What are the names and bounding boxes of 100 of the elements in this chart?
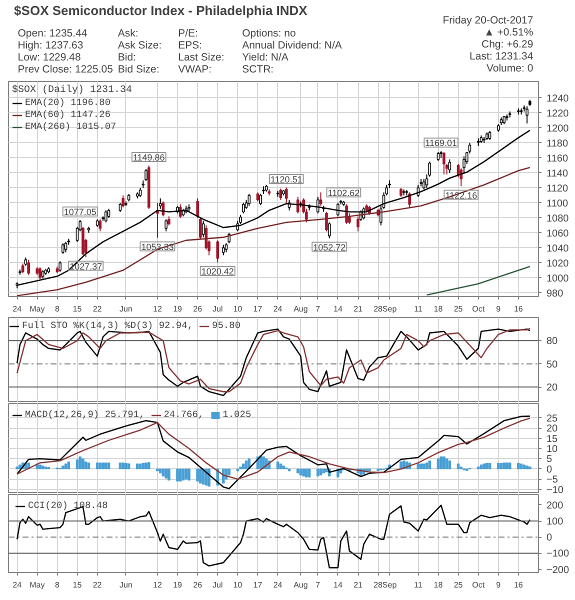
y-tick-label: 10: [546, 444, 558, 455]
annotation: 1102.62: [328, 188, 360, 198]
annotation: 1120.51: [270, 174, 302, 184]
annotation: 1020.42: [201, 266, 234, 276]
x-tick-label: 26: [193, 304, 203, 314]
legend-label: CCI(20) 108.48: [28, 500, 108, 511]
legend-label: EMA(260) 1015.07: [25, 121, 116, 132]
x-tick-label: 22: [92, 580, 102, 590]
x-tick-label: Sep: [382, 580, 398, 590]
x-tick-label: 8: [54, 580, 60, 590]
y-tick-label: 50: [546, 359, 558, 370]
text: Chg: +6.29: [481, 38, 534, 50]
x-tick-label: 15: [72, 580, 82, 590]
text: Ask:: [118, 28, 138, 40]
annotation: 1077.05: [64, 207, 96, 218]
y-tick-label: −5: [546, 474, 558, 486]
text: Low: 1229.48: [18, 52, 81, 64]
text: High: 1237.63: [18, 40, 84, 52]
x-tick-label: 12: [153, 580, 162, 590]
x-tick-label: 17: [253, 580, 263, 590]
x-tick-label: 25: [454, 304, 464, 314]
y-tick-label: 1000: [546, 273, 570, 284]
text: EPS:: [178, 40, 202, 52]
x-tick-label: 26: [193, 580, 203, 590]
x-tick-label: 22: [92, 304, 102, 314]
x-tick-label: 11: [414, 580, 423, 590]
y-tick-label: 20: [546, 424, 558, 435]
x-tick-label: 19: [173, 304, 183, 314]
x-tick-label: 16: [514, 304, 524, 314]
x-tick-label: 28: [374, 580, 384, 590]
x-tick-label: 10: [233, 304, 243, 314]
y-tick-label: 0: [546, 532, 552, 544]
x-tick-label: 18: [434, 304, 444, 314]
y-tick-label: 1220: [546, 108, 570, 120]
x-tick-label: Jun: [120, 304, 132, 314]
x-tick-label: Jun: [120, 580, 132, 590]
y-tick-label: 1100: [546, 198, 568, 210]
x-tick-label: 10: [233, 580, 243, 590]
x-tick-label: Oct: [472, 304, 486, 314]
x-tick-label: 24: [12, 580, 22, 590]
x-tick-label: 24: [273, 304, 283, 314]
text: Yield: N/A: [242, 52, 288, 64]
x-tick-label: 21: [354, 580, 364, 590]
annotation: 1052.72: [313, 242, 346, 252]
chart-title: $SOX (Daily) 1231.34: [12, 85, 132, 96]
y-tick-label: 1140: [546, 168, 568, 180]
x-tick-label: Oct: [472, 580, 486, 590]
y-tick-label: 25: [546, 413, 558, 424]
x-tick-label: 25: [454, 580, 464, 590]
text: ▲ +0.51%: [484, 26, 534, 38]
y-tick-label: 5: [546, 454, 552, 466]
y-tick-label: 80: [546, 336, 558, 348]
x-tick-label: Aug: [294, 580, 308, 590]
legend-label: 24.766,: [164, 409, 204, 420]
x-tick-label: 24: [273, 580, 283, 590]
x-tick-label: Sep: [382, 304, 398, 314]
y-tick-label: 1160: [546, 153, 568, 164]
x-tick-label: 24: [12, 304, 22, 314]
annotation: 1169.01: [425, 138, 458, 148]
x-tick-label: 9: [496, 304, 502, 314]
y-tick-label: 100: [546, 516, 564, 528]
legend-label: EMA(20) 1196.80: [25, 97, 111, 108]
x-tick-label: 11: [414, 304, 423, 314]
x-tick-label: 14: [334, 304, 343, 314]
y-tick-label: 1180: [546, 138, 568, 150]
x-tick-label: May: [30, 304, 45, 314]
legend-label: Full STO %K(14,3) %D(3) 92.94,: [22, 320, 194, 331]
legend-label: 95.80: [212, 320, 241, 331]
x-tick-label: 28: [374, 304, 384, 314]
text: $SOX Semiconductor Index - Philadelphia INDX: [14, 3, 308, 18]
y-tick-label: 1120: [546, 183, 568, 194]
x-tick-label: 8: [54, 304, 60, 314]
x-tick-label: 15: [72, 304, 82, 314]
text: Annual Dividend: N/A: [242, 40, 342, 52]
text: Bid Size:: [118, 64, 160, 76]
x-tick-label: 21: [354, 304, 364, 314]
text: Prev Close: 1225.05: [18, 64, 114, 76]
text: Last: 1231.34: [470, 50, 534, 62]
x-tick-label: 19: [173, 580, 183, 590]
annotation: 1149.86: [132, 152, 165, 163]
y-tick-label: 200: [546, 500, 564, 512]
y-tick-label: 1240: [546, 93, 570, 104]
text: Volume: 0: [486, 62, 534, 74]
x-tick-label: 16: [514, 580, 524, 590]
y-tick-label: 0: [546, 464, 552, 476]
y-tick-label: −100: [546, 548, 570, 560]
x-tick-label: May: [30, 580, 45, 590]
text: Bid:: [118, 52, 136, 64]
y-tick-label: 20: [546, 382, 558, 394]
legend-label: 1.025: [222, 409, 252, 420]
text: P/E:: [178, 28, 198, 40]
y-tick-label: −10: [546, 484, 564, 496]
text: VWAP:: [178, 64, 212, 76]
text: Last Size:: [178, 52, 224, 64]
y-tick-label: 15: [546, 434, 558, 445]
y-tick-label: 980: [546, 288, 564, 300]
text: Friday 20-Oct-2017: [442, 14, 534, 26]
x-tick-label: 7: [316, 304, 321, 314]
y-tick-label: −200: [546, 564, 570, 576]
text: Open: 1235.44: [18, 28, 88, 40]
